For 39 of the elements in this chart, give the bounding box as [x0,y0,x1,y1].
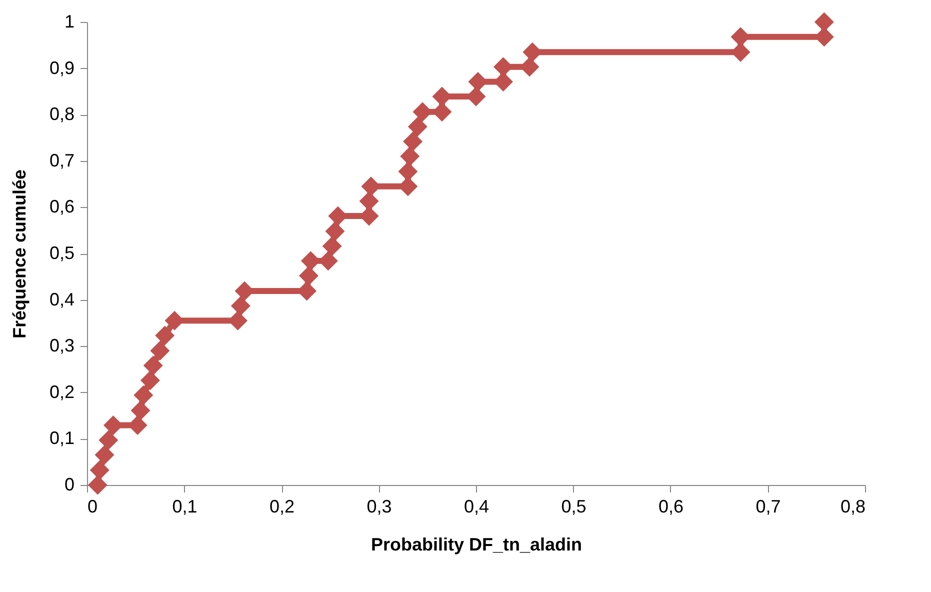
point [88,475,108,495]
point [140,370,160,390]
x-tick-label: 0,2 [269,496,295,516]
x-axis-title: Probability DF_tn_aladin [370,534,582,554]
y-axis-title: Fréquence cumulée [9,169,30,339]
point [150,340,170,360]
point [130,400,150,420]
x-tick-label: 0,6 [658,496,684,516]
x-tick-label: 0,8 [840,496,866,516]
point [408,116,428,136]
y-tick-label: 0,7 [49,150,74,170]
point [90,460,110,480]
point [298,266,318,286]
y-tick-label: 0,2 [49,382,74,402]
x-tick-label: 0 [88,496,98,516]
x-tick-label: 0,5 [561,496,586,516]
y-tick-label: 0,3 [49,336,74,356]
x-tick-label: 0,3 [366,496,392,516]
y-tick-label: 0,1 [49,428,74,448]
y-tick-label: 0,4 [49,289,74,310]
point [400,146,420,166]
x-tick-label: 0,7 [756,496,781,516]
y-tick-label: 0,9 [49,58,74,78]
y-tick-label: 0 [64,474,74,494]
point [98,430,118,450]
point [322,236,342,256]
x-tick-label: 0,1 [172,496,198,516]
point [155,326,175,346]
point [94,445,114,465]
y-tick-label: 0,6 [49,196,74,217]
point [403,132,423,152]
y-tick-label: 0,8 [49,104,74,124]
point [134,385,154,405]
point [143,356,163,376]
point [325,222,345,242]
point [230,296,250,316]
y-tick-label: 0,5 [49,243,74,263]
x-tick-label: 0,4 [464,496,490,516]
y-tick-label: 1 [64,12,74,32]
